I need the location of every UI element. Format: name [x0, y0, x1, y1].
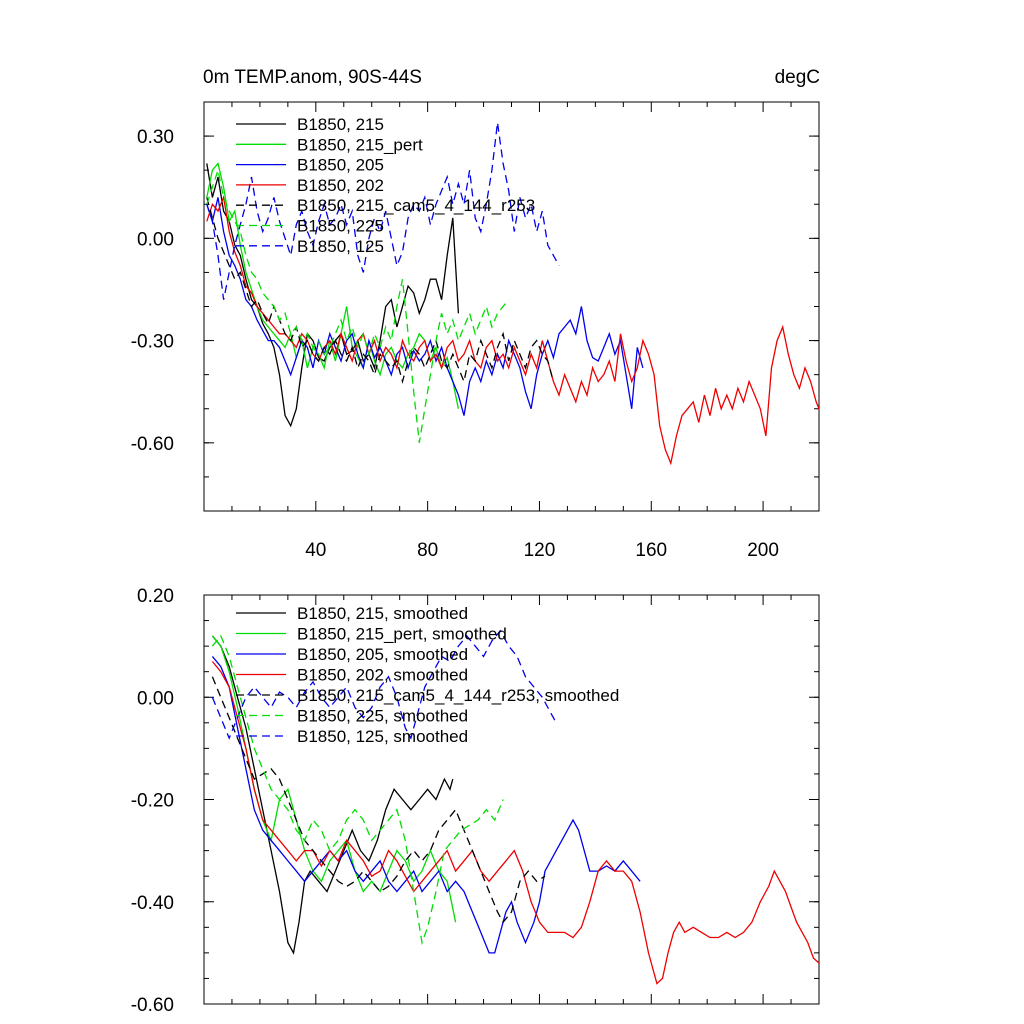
y-tick-label: -0.40 — [131, 893, 174, 914]
bottom-panel: 0.20 0.00 -0.20 -0.40 -0.60 B1850, 215, smoo… — [131, 586, 820, 1016]
x-tick-label: 200 — [747, 540, 779, 561]
y-tick-label: 0.00 — [137, 229, 174, 250]
y-tick-label: -0.60 — [131, 995, 174, 1016]
legend-label-b1850-215-cam5-4-144-r253: B1850, 215_cam5_4_144_r253 — [297, 196, 535, 215]
y-tick-label: -0.20 — [131, 791, 174, 812]
series-line-b1850-125-smoothed — [211, 629, 557, 740]
legend-label-b1850-202: B1850, 202 — [297, 176, 384, 195]
series-line-b1850-215-cam5-4-144-r253 — [206, 197, 555, 384]
series-line-b1850-205-smoothed — [211, 655, 641, 954]
top-panel: 0m TEMP.anom, 90S-44S degC 40 80 120 160 200… — [131, 67, 820, 561]
series-line-b1850-125 — [206, 122, 560, 300]
x-tick-label: 160 — [635, 540, 667, 561]
legend-label-b1850-215-cam5-4-144-r253-smoothed: B1850, 215_cam5_4_144_r253, smoothed — [297, 686, 619, 705]
top-panel-title: 0m TEMP.anom, 90S-44S — [203, 67, 422, 88]
top-panel-units: degC — [775, 67, 820, 88]
y-tick-label: 0.20 — [137, 586, 174, 607]
series-line-b1850-215-cam5-4-144-r253-smoothed — [211, 676, 546, 924]
legend-label-b1850-215-pert-smoothed: B1850, 215_pert, smoothed — [297, 625, 507, 644]
series-line-b1850-215-pert — [206, 161, 460, 409]
legend-label-b1850-205: B1850, 205 — [297, 156, 384, 175]
bottom-legend: B1850, 215, smoothed B1850, 215_pert, smo… — [236, 604, 619, 746]
legend-label-b1850-215-smoothed: B1850, 215, smoothed — [297, 604, 468, 623]
legend-label-b1850-125-smoothed: B1850, 125, smoothed — [297, 727, 468, 746]
x-tick-label: 80 — [417, 540, 438, 561]
series-line-b1850-225 — [206, 167, 510, 443]
series-line-b1850-205 — [206, 197, 644, 416]
series-line-b1850-215-smoothed — [211, 635, 454, 955]
series-line-b1850-225-smoothed — [211, 634, 504, 946]
x-tick-label: 40 — [305, 540, 326, 561]
y-tick-label: -0.60 — [131, 434, 174, 455]
legend-label-b1850-225-smoothed: B1850, 225, smoothed — [297, 707, 468, 726]
y-tick-label: 0.00 — [137, 688, 174, 709]
y-tick-label: -0.30 — [131, 332, 174, 353]
series-line-b1850-202-smoothed — [211, 661, 819, 985]
legend-label-b1850-205-smoothed: B1850, 205, smoothed — [297, 645, 468, 664]
y-tick-label: 0.30 — [137, 127, 174, 148]
legend-label-b1850-225: B1850, 225 — [297, 217, 384, 236]
legend-label-b1850-125: B1850, 125 — [297, 237, 384, 256]
legend-label-b1850-215-pert: B1850, 215_pert — [297, 135, 423, 154]
legend-label-b1850-202-smoothed: B1850, 202, smoothed — [297, 666, 468, 685]
x-tick-label: 120 — [524, 540, 556, 561]
legend-label-b1850-215: B1850, 215 — [297, 115, 384, 134]
